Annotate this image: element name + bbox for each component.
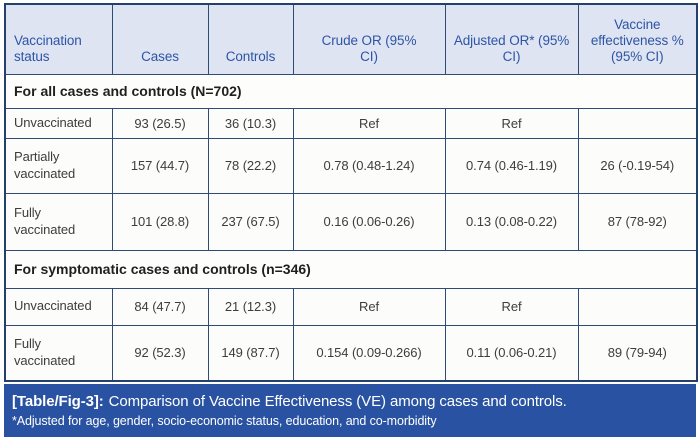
cell-crude-or: 0.78 (0.48-1.24) [292,137,446,194]
section-header-symptomatic-cases: For symptomatic cases and controls (n=34… [4,249,698,289]
header-adjusted-or: Adjusted OR* (95% CI) [444,3,579,75]
cell-controls: 21 (12.3) [207,287,294,326]
cell-adjusted-or: 0.11 (0.06-0.21) [444,324,579,382]
cell-cases: 92 (52.3) [111,324,209,382]
cell-crude-or: Ref [292,287,446,326]
cell-cases: 101 (28.8) [111,192,209,251]
cell-controls: 149 (87.7) [207,324,294,382]
header-row: Vaccination status Cases Controls Crude … [4,3,698,75]
cell-vaccine-effectiveness: 26 (-0.19-54) [577,137,698,194]
cell-adjusted-or: Ref [444,107,579,139]
row-label: Fully vaccinated [4,192,113,251]
vaccine-effectiveness-table: Vaccination status Cases Controls Crude … [4,3,698,382]
cell-adjusted-or: Ref [444,287,579,326]
cell-crude-or: Ref [292,107,446,139]
cell-controls: 237 (67.5) [207,192,294,251]
cell-cases: 93 (26.5) [111,107,209,139]
table-row-partially-vaccinated-all: Partially vaccinated 157 (44.7) 78 (22.2… [4,137,698,194]
header-crude-or: Crude OR (95% CI) [292,3,446,75]
cell-vaccine-effectiveness: 87 (78-92) [577,192,698,251]
header-controls: Controls [207,3,294,75]
cell-adjusted-or: 0.13 (0.08-0.22) [444,192,579,251]
cell-controls: 36 (10.3) [207,107,294,139]
caption-label: [Table/Fig-3]: [12,393,104,410]
header-cases: Cases [111,3,209,75]
cell-controls: 78 (22.2) [207,137,294,194]
section-header-all-cases: For all cases and controls (N=702) [4,73,698,109]
table-row-unvaccinated-symptomatic: Unvaccinated 84 (47.7) 21 (12.3) Ref Ref [4,287,698,326]
figure-caption: [Table/Fig-3]: Comparison of Vaccine Effe… [4,384,696,437]
section-title: For symptomatic cases and controls (n=34… [4,249,698,289]
cell-crude-or: 0.154 (0.09-0.266) [292,324,446,382]
caption-text: Comparison of Vaccine Effectiveness (VE)… [108,393,567,410]
row-label: Unvaccinated [4,107,113,139]
section-title: For all cases and controls (N=702) [4,73,698,109]
table-row-fully-vaccinated-symptomatic: Fully vaccinated 92 (52.3) 149 (87.7) 0.… [4,324,698,382]
table-row-fully-vaccinated-all: Fully vaccinated 101 (28.8) 237 (67.5) 0… [4,192,698,251]
row-label: Unvaccinated [4,287,113,326]
row-label: Fully vaccinated [4,324,113,382]
cell-vaccine-effectiveness [577,287,698,326]
cell-crude-or: 0.16 (0.06-0.26) [292,192,446,251]
table-row-unvaccinated-all: Unvaccinated 93 (26.5) 36 (10.3) Ref Ref [4,107,698,139]
cell-cases: 84 (47.7) [111,287,209,326]
caption-title-line: [Table/Fig-3]: Comparison of Vaccine Effe… [12,390,688,413]
cell-vaccine-effectiveness: 89 (79-94) [577,324,698,382]
cell-adjusted-or: 0.74 (0.46-1.19) [444,137,579,194]
header-vaccine-effectiveness: Vaccine effectiveness % (95% CI) [577,3,698,75]
header-vaccination-status: Vaccination status [4,3,113,75]
cell-vaccine-effectiveness [577,107,698,139]
cell-cases: 157 (44.7) [111,137,209,194]
row-label: Partially vaccinated [4,137,113,194]
caption-footnote: *Adjusted for age, gender, socio-economi… [12,414,437,428]
